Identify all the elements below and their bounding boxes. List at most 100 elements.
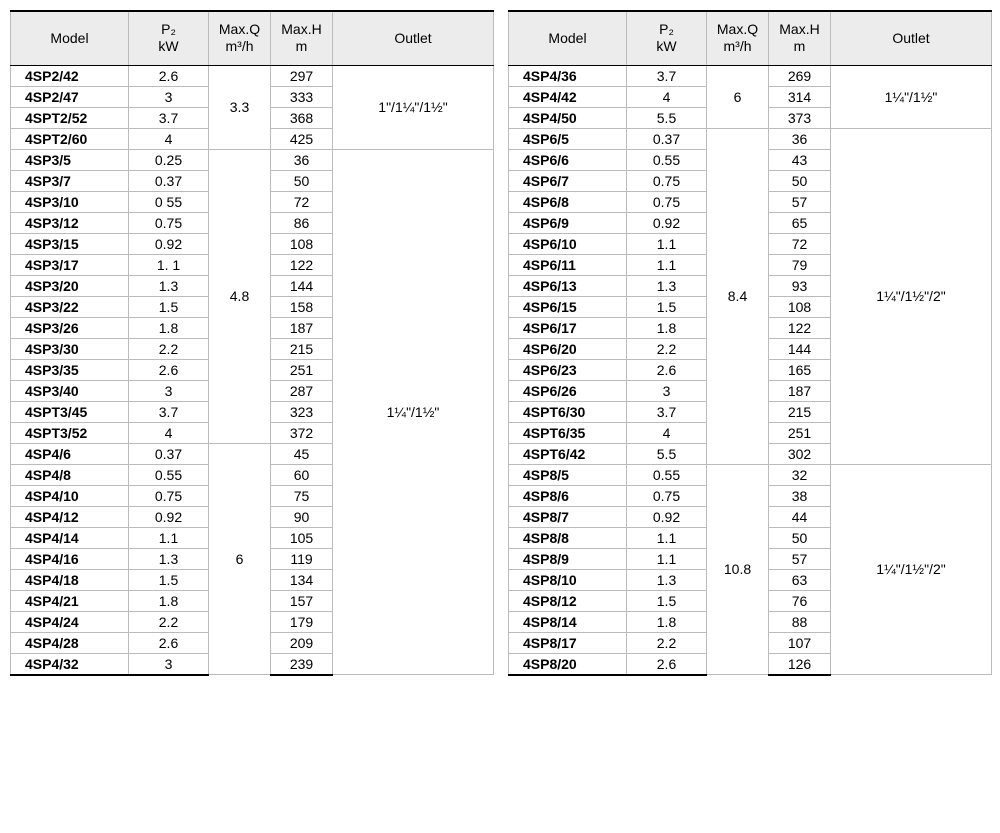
cell-p2: 1.1: [627, 548, 707, 569]
cell-model: 4SP8/6: [509, 485, 627, 506]
header-p2: P₂kW: [627, 11, 707, 65]
cell-model: 4SP3/15: [11, 233, 129, 254]
cell-maxh: 179: [271, 611, 333, 632]
cell-p2: 4: [129, 128, 209, 149]
cell-p2: 3.7: [627, 65, 707, 86]
cell-model: 4SPT2/60: [11, 128, 129, 149]
cell-maxh: 239: [271, 653, 333, 675]
cell-model: 4SP4/16: [11, 548, 129, 569]
cell-maxh: 88: [769, 611, 831, 632]
cell-maxh: 57: [769, 548, 831, 569]
cell-model: 4SPT3/52: [11, 422, 129, 443]
cell-p2: 3.7: [129, 107, 209, 128]
cell-maxh: 50: [769, 527, 831, 548]
cell-p2: 1.3: [627, 569, 707, 590]
cell-maxq: 10.8: [707, 464, 769, 675]
cell-maxh: 108: [769, 296, 831, 317]
cell-model: 4SP6/26: [509, 380, 627, 401]
cell-outlet: 1"/1¼"/1½": [333, 65, 494, 149]
cell-p2: 4: [129, 422, 209, 443]
cell-model: 4SP6/5: [509, 128, 627, 149]
cell-model: 4SP4/21: [11, 590, 129, 611]
cell-model: 4SP4/28: [11, 632, 129, 653]
cell-maxh: 75: [271, 485, 333, 506]
spec-table-left: Model P₂kW Max.Qm³/h Max.Hm Outlet 4SP2/…: [10, 10, 494, 676]
cell-p2: 3: [129, 86, 209, 107]
cell-p2: 0.75: [627, 485, 707, 506]
cell-model: 4SP6/8: [509, 191, 627, 212]
cell-maxh: 323: [271, 401, 333, 422]
cell-p2: 1.1: [627, 233, 707, 254]
cell-p2: 1.3: [129, 548, 209, 569]
cell-maxh: 158: [271, 296, 333, 317]
cell-p2: 1.3: [129, 275, 209, 296]
cell-p2: 2.6: [129, 359, 209, 380]
cell-model: 4SPT6/42: [509, 443, 627, 464]
cell-model: 4SP3/17: [11, 254, 129, 275]
cell-p2: 0.37: [129, 443, 209, 464]
cell-model: 4SP6/17: [509, 317, 627, 338]
table-row: 4SP8/50.5510.8321¼"/1½"/2": [509, 464, 992, 485]
cell-p2: 0.55: [627, 149, 707, 170]
cell-maxh: 144: [769, 338, 831, 359]
cell-model: 4SP4/10: [11, 485, 129, 506]
cell-maxh: 57: [769, 191, 831, 212]
cell-model: 4SP4/6: [11, 443, 129, 464]
cell-p2: 5.5: [627, 443, 707, 464]
cell-p2: 2.6: [627, 653, 707, 675]
cell-maxh: 86: [271, 212, 333, 233]
cell-maxh: 251: [271, 359, 333, 380]
cell-maxh: 105: [271, 527, 333, 548]
cell-p2: 1. 1: [129, 254, 209, 275]
cell-maxh: 373: [769, 107, 831, 128]
cell-p2: 0.55: [129, 464, 209, 485]
cell-model: 4SP6/7: [509, 170, 627, 191]
cell-model: 4SP4/12: [11, 506, 129, 527]
cell-maxq: 8.4: [707, 128, 769, 464]
cell-model: 4SP8/10: [509, 569, 627, 590]
header-outlet: Outlet: [831, 11, 992, 65]
table-header: Model P₂kW Max.Qm³/h Max.Hm Outlet: [509, 11, 992, 65]
cell-maxh: 63: [769, 569, 831, 590]
cell-model: 4SP6/10: [509, 233, 627, 254]
cell-model: 4SP6/20: [509, 338, 627, 359]
cell-p2: 1.8: [129, 317, 209, 338]
cell-p2: 5.5: [627, 107, 707, 128]
cell-p2: 0 55: [129, 191, 209, 212]
cell-maxh: 302: [769, 443, 831, 464]
cell-model: 4SP6/11: [509, 254, 627, 275]
cell-maxh: 79: [769, 254, 831, 275]
cell-model: 4SP6/23: [509, 359, 627, 380]
cell-outlet: 1¼"/1½": [831, 65, 992, 128]
cell-model: 4SP3/20: [11, 275, 129, 296]
cell-maxh: 122: [769, 317, 831, 338]
cell-model: 4SP3/40: [11, 380, 129, 401]
cell-p2: 3: [627, 380, 707, 401]
cell-p2: 0.75: [627, 191, 707, 212]
cell-model: 4SP2/42: [11, 65, 129, 86]
cell-maxh: 209: [271, 632, 333, 653]
cell-p2: 2.6: [129, 632, 209, 653]
cell-p2: 0.75: [627, 170, 707, 191]
header-model: Model: [509, 11, 627, 65]
cell-maxh: 36: [271, 149, 333, 170]
header-maxh: Max.Hm: [271, 11, 333, 65]
cell-model: 4SP4/36: [509, 65, 627, 86]
cell-p2: 0.92: [129, 506, 209, 527]
cell-model: 4SP3/30: [11, 338, 129, 359]
cell-maxh: 76: [769, 590, 831, 611]
cell-maxh: 187: [769, 380, 831, 401]
cell-maxh: 72: [769, 233, 831, 254]
cell-p2: 2.2: [627, 338, 707, 359]
cell-maxh: 126: [769, 653, 831, 675]
cell-p2: 4: [627, 86, 707, 107]
cell-maxh: 36: [769, 128, 831, 149]
cell-maxq: 4.8: [209, 149, 271, 443]
cell-p2: 1.5: [627, 590, 707, 611]
cell-maxh: 269: [769, 65, 831, 86]
cell-maxh: 372: [271, 422, 333, 443]
cell-p2: 1.3: [627, 275, 707, 296]
cell-model: 4SP8/12: [509, 590, 627, 611]
cell-p2: 0.55: [627, 464, 707, 485]
cell-p2: 3: [129, 653, 209, 675]
